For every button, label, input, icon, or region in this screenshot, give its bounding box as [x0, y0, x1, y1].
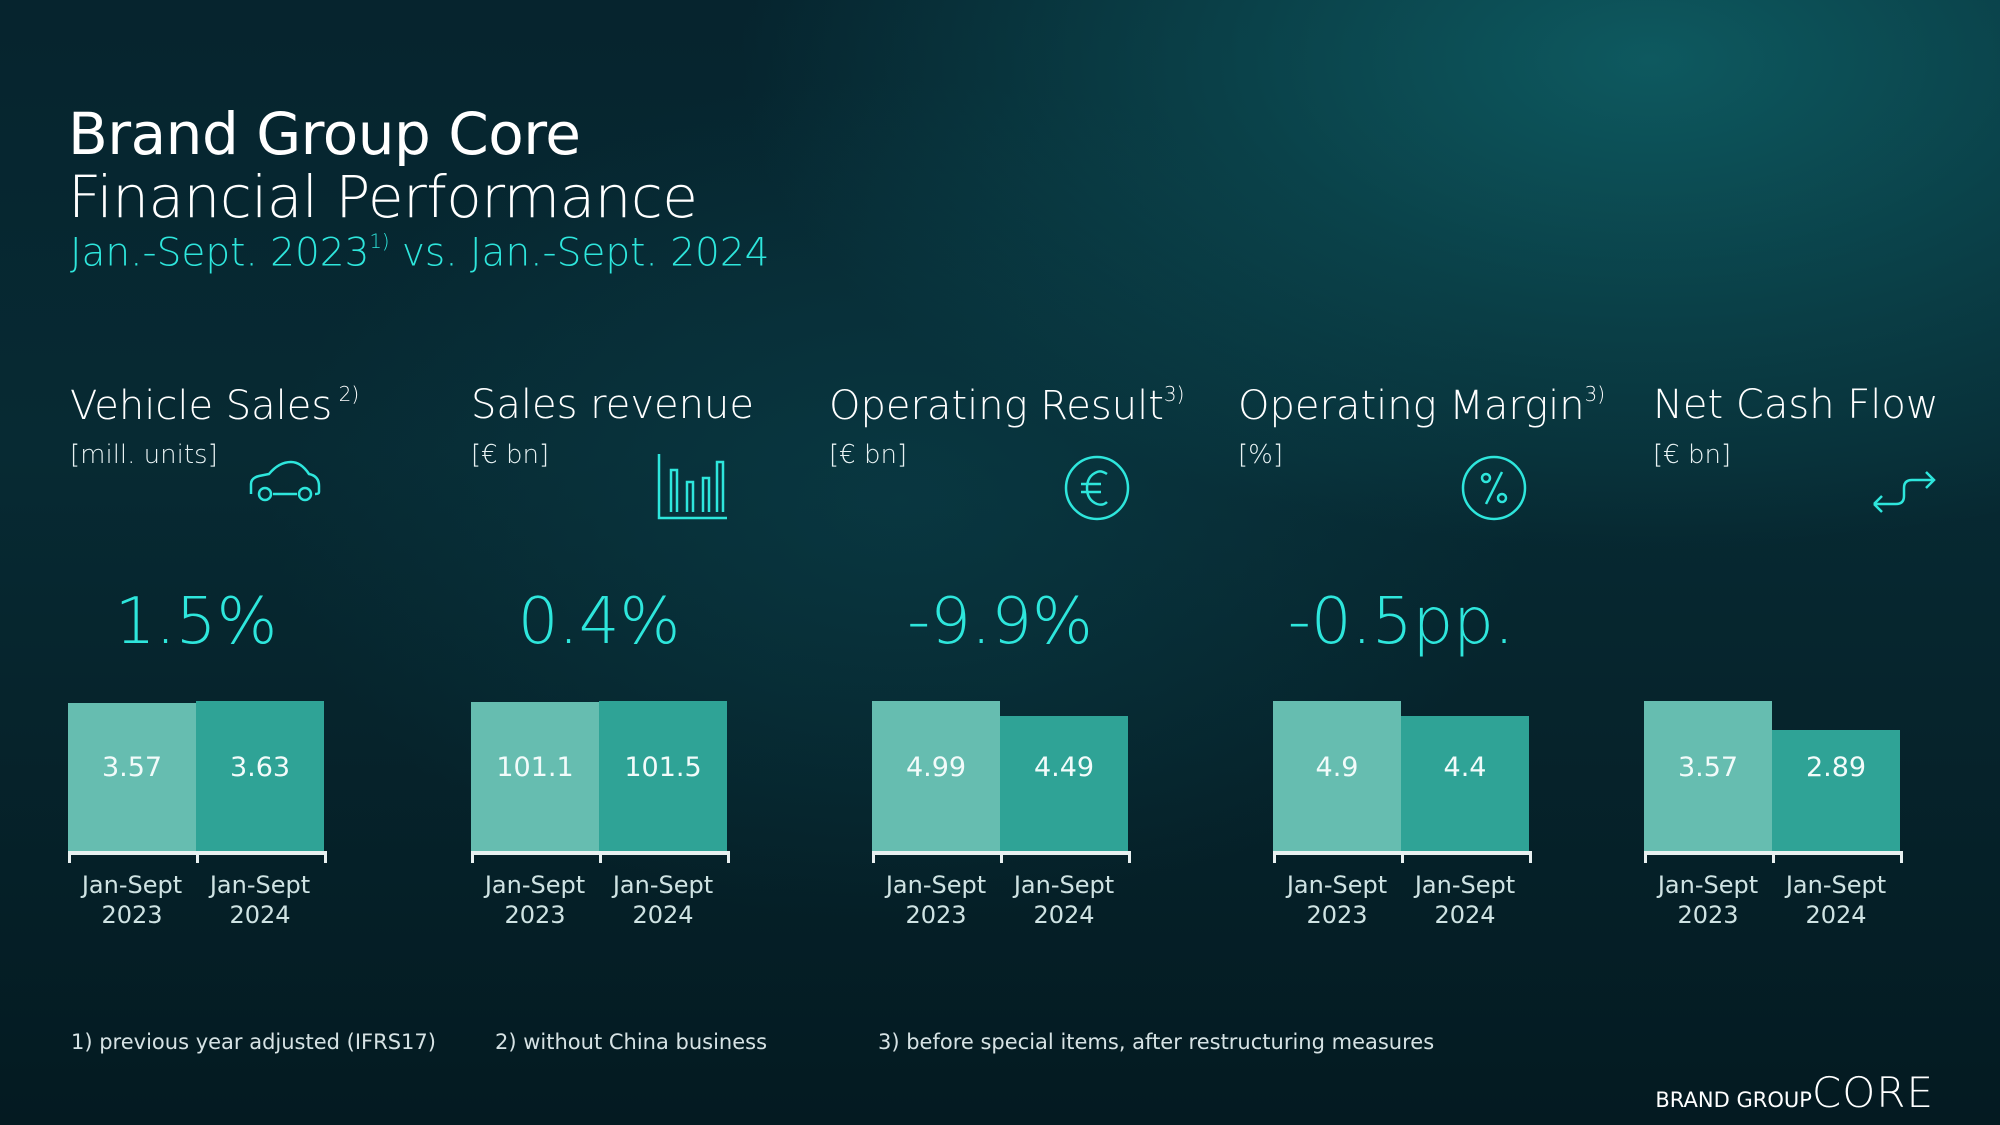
period-2023: Jan.-Sept. 2023: [70, 230, 370, 276]
footnote-ref: 2): [332, 382, 360, 406]
kpi-unit: [€ bn]: [471, 440, 550, 470]
x-axis-tick: [1401, 851, 1404, 863]
bar-2023: [1644, 701, 1772, 851]
kpi-title-text: Operating Margin: [1238, 383, 1585, 429]
logo-small: BRAND GROUP: [1655, 1088, 1812, 1112]
category-label: Jan-Sept 2024: [209, 871, 311, 929]
bar-value-label: 4.9: [1315, 752, 1359, 783]
kpi-change: -9.9%: [907, 585, 1093, 659]
page-title: Brand Group Core: [68, 100, 581, 168]
page-subtitle: Financial Performance: [68, 163, 698, 231]
bar-2024: [1401, 716, 1529, 851]
x-axis-tick: [1128, 851, 1131, 863]
x-axis-tick: [324, 851, 327, 863]
bar-value-label: 101.1: [496, 752, 574, 783]
bar-2023: [872, 701, 1000, 851]
bar-2024: [1000, 716, 1128, 851]
bar-value-label: 3.57: [101, 752, 163, 783]
x-axis-tick: [727, 851, 730, 863]
kpi-title: Sales revenue: [471, 382, 754, 428]
x-axis-tick: [1000, 851, 1003, 863]
bar-2024: [599, 701, 727, 851]
kpi-title-text: Vehicle Sales: [70, 383, 333, 429]
bar-value-label: 3.63: [229, 752, 291, 783]
brand-logo: BRAND GROUPCORE: [1655, 1068, 1934, 1117]
bar-chart-icon: [655, 452, 733, 524]
footnote-ref: 1): [369, 230, 390, 253]
footnote-ref: 3): [1163, 382, 1185, 406]
x-axis-tick: [599, 851, 602, 863]
category-label: Jan-Sept 2024: [612, 871, 714, 929]
footnote-ref: 3): [1584, 382, 1606, 406]
bar-value-label: 3.57: [1677, 752, 1739, 783]
category-label: Jan-Sept 2023: [885, 871, 987, 929]
car-icon: [245, 452, 323, 524]
bar-value-label: 4.99: [905, 752, 967, 783]
kpi-title: Operating Result3): [829, 382, 1184, 429]
bar-2023: [68, 703, 196, 851]
category-label: Jan-Sept 2023: [1657, 871, 1759, 929]
category-label: Jan-Sept 2024: [1013, 871, 1115, 929]
category-label: Jan-Sept 2023: [81, 871, 183, 929]
bar-value-label: 4.49: [1033, 752, 1095, 783]
x-axis-tick: [1273, 851, 1276, 863]
kpi-title: Operating Margin3): [1238, 382, 1605, 429]
bar-2023: [471, 701, 599, 851]
kpi-unit: [mill. units]: [70, 440, 218, 470]
euro-icon: [1059, 452, 1137, 524]
x-axis-tick: [1772, 851, 1775, 863]
bar-value-label: 101.5: [624, 752, 702, 783]
period-line: Jan.-Sept. 20231) vs. Jan.-Sept. 2024: [70, 230, 769, 276]
kpi-unit: [€ bn]: [829, 440, 908, 470]
x-axis-tick: [872, 851, 875, 863]
bar-2023: [1273, 701, 1401, 851]
kpi-title-text: Sales revenue: [471, 382, 754, 428]
bar-value-label: 4.4: [1443, 752, 1487, 783]
footnote-3: 3) before special items, after restructu…: [878, 1030, 1435, 1054]
bar-value-label: 2.89: [1805, 752, 1867, 783]
category-label: Jan-Sept 2024: [1785, 871, 1887, 929]
period-2024: vs. Jan.-Sept. 2024: [389, 230, 770, 276]
kpi-title: Net Cash Flow: [1653, 382, 1939, 428]
x-axis-tick: [1529, 851, 1532, 863]
cash-flow-arrows-icon: [1860, 452, 1938, 524]
bar-2024: [1772, 729, 1900, 851]
footnote-1: 1) previous year adjusted (IFRS17): [71, 1030, 436, 1054]
percent-icon: [1456, 452, 1534, 524]
x-axis-tick: [1900, 851, 1903, 863]
logo-large: CORE: [1811, 1068, 1934, 1117]
kpi-unit: [%]: [1238, 440, 1283, 470]
bar-2024: [196, 701, 324, 851]
x-axis-tick: [1644, 851, 1647, 863]
category-label: Jan-Sept 2023: [484, 871, 586, 929]
kpi-change: 0.4%: [517, 585, 681, 659]
kpi-title-text: Operating Result: [829, 383, 1164, 429]
kpi-title-text: Net Cash Flow: [1653, 382, 1939, 428]
footnote-2: 2) without China business: [495, 1030, 768, 1054]
kpi-change: -0.5pp.: [1287, 585, 1515, 659]
x-axis-tick: [196, 851, 199, 863]
category-label: Jan-Sept 2023: [1286, 871, 1388, 929]
x-axis-tick: [471, 851, 474, 863]
category-label: Jan-Sept 2024: [1414, 871, 1516, 929]
kpi-change: 1.5%: [114, 585, 278, 659]
x-axis-tick: [68, 851, 71, 863]
kpi-title: Vehicle Sales 2): [70, 382, 359, 429]
kpi-unit: [€ bn]: [1653, 440, 1732, 470]
